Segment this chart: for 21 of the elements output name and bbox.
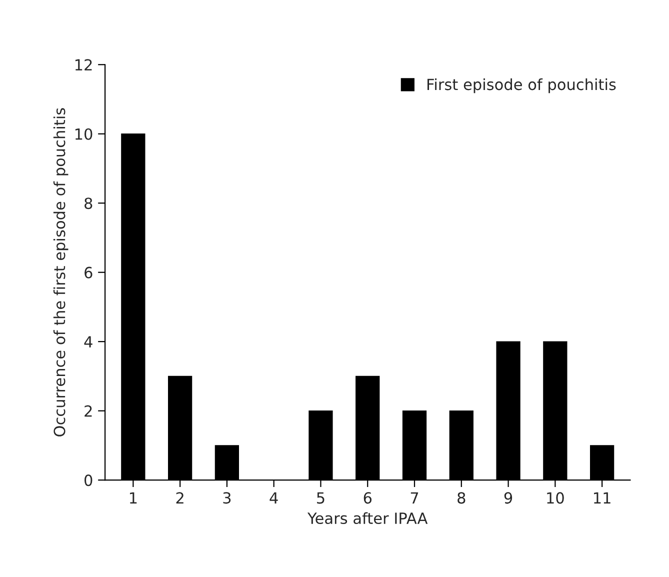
x-tick-label: 4 <box>270 492 278 504</box>
x-tick-label: 7 <box>410 492 418 504</box>
x-axis-title: Years after IPAA <box>307 512 428 524</box>
x-tick-label: 3 <box>223 492 231 504</box>
y-tick-label: 12 <box>75 59 92 70</box>
x-tick-label: 5 <box>317 492 324 504</box>
y-axis-title: Occurrence of the first episode of pouchitis <box>53 108 68 436</box>
y-tick-label: 8 <box>84 198 92 210</box>
x-tick-label: 6 <box>364 492 372 504</box>
y-tick-label: 10 <box>75 128 92 140</box>
legend-label: First episode of pouchitis <box>428 78 616 94</box>
x-tick-label: 9 <box>504 492 512 504</box>
x-tick-label: 11 <box>594 492 610 504</box>
x-tick-label: 1 <box>130 492 137 504</box>
x-tick-label: 10 <box>547 492 564 504</box>
x-tick-label: 8 <box>458 492 466 504</box>
x-tick-label: 2 <box>176 492 184 504</box>
y-tick-label: 0 <box>84 474 92 486</box>
y-tick-label: 2 <box>84 405 92 417</box>
y-tick-label: 6 <box>84 266 92 278</box>
y-tick-label: 4 <box>84 336 92 348</box>
